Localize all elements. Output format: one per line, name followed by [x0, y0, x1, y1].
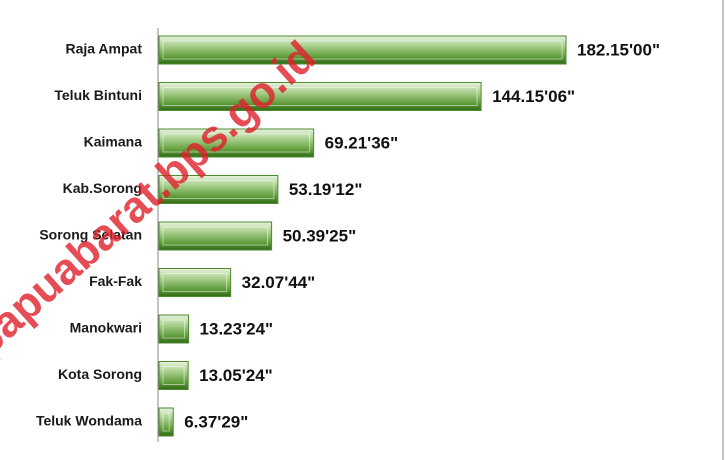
bar: [158, 82, 482, 111]
value-label: 144.15'06": [492, 87, 575, 106]
y-tick-label: Kota Sorong: [58, 366, 142, 382]
value-label: 6.37'29": [184, 412, 248, 431]
value-label: 32.07'44": [242, 273, 316, 292]
value-label: 13.23'24": [200, 319, 274, 338]
bar: [158, 268, 232, 297]
bar-bevel: [162, 180, 275, 199]
bar-bevel: [162, 226, 269, 246]
plot: Raja Ampat 182.15'00" Teluk Bintuni 144.15'…: [36, 35, 660, 437]
bar: [158, 221, 273, 251]
y-tick-label: Kaimana: [84, 134, 143, 150]
bar-bevel: [162, 319, 186, 339]
value-label: 182.15'00": [577, 40, 660, 59]
bar: [158, 35, 567, 65]
bar: [158, 407, 174, 437]
value-label: 13.05'24": [199, 366, 273, 385]
y-tick-label: Teluk Wondama: [36, 413, 142, 429]
bar-bevel: [162, 366, 185, 385]
y-tick-label: Kab.Sorong: [63, 180, 142, 196]
y-tick-label: Fak-Fak: [89, 273, 142, 289]
bar-bevel: [162, 87, 478, 106]
y-tick-label: Raja Ampat: [65, 41, 142, 57]
y-tick-label: Sorong Selatan: [39, 227, 142, 243]
y-tick-label: Teluk Bintuni: [54, 87, 142, 103]
bar-bevel: [162, 40, 563, 60]
bar-bevel: [162, 273, 228, 292]
value-label: 50.39'25": [283, 226, 357, 245]
bar-bevel: [162, 133, 311, 153]
value-label: 53.19'12": [289, 180, 363, 199]
value-label: 69.21'36": [325, 133, 399, 152]
bar-bevel: [162, 412, 170, 432]
y-tick-label: Manokwari: [70, 320, 142, 336]
